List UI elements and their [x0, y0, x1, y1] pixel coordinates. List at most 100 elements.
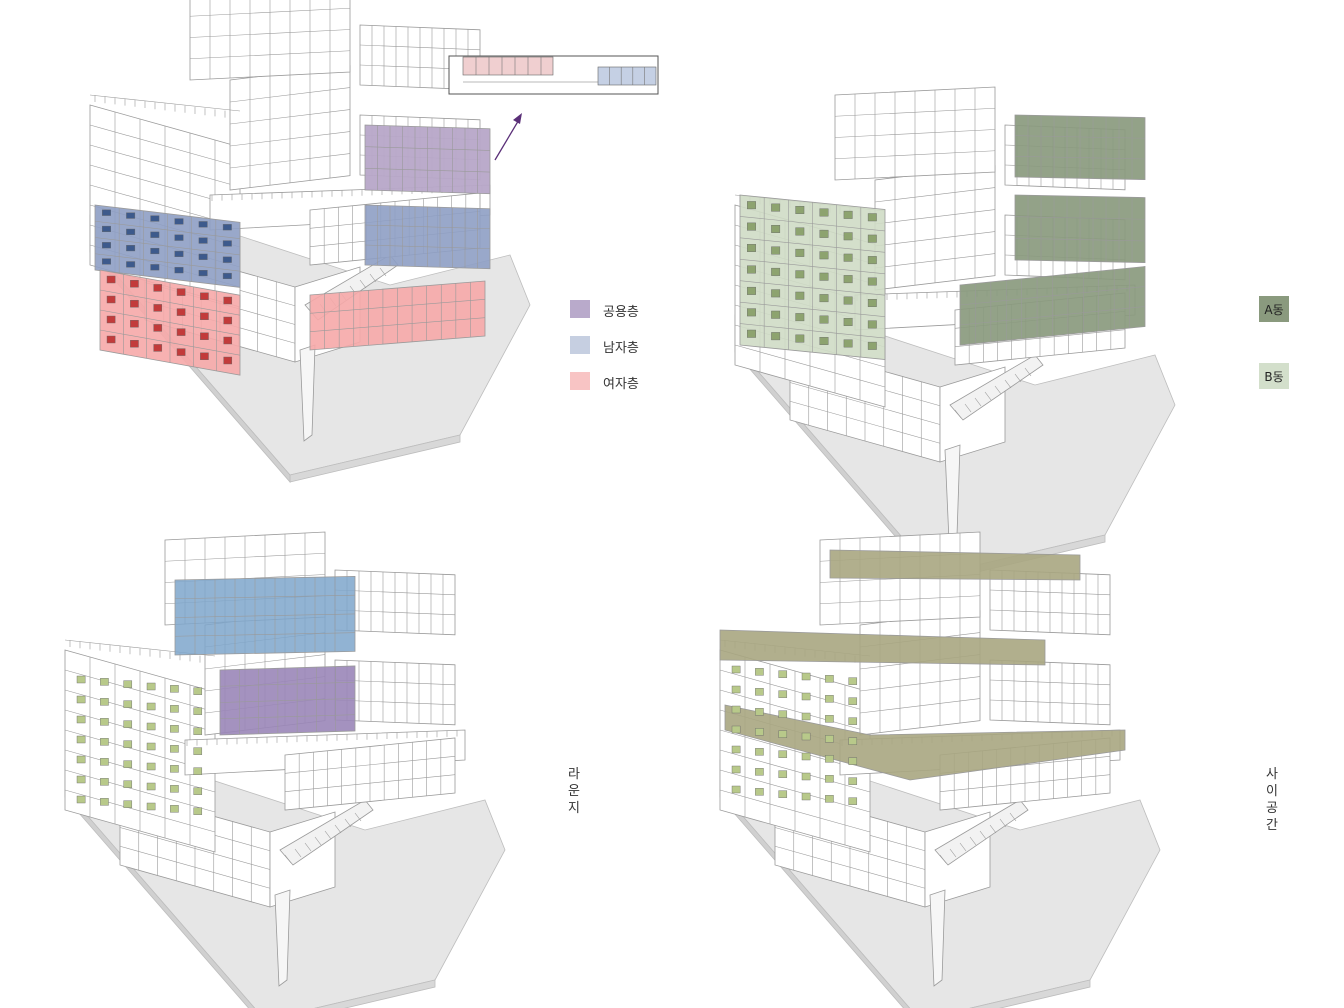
- window-between-left: [778, 730, 788, 738]
- overlay-a-dong-mid-floorline: [1014, 238, 1146, 242]
- window-between-left: [778, 750, 788, 758]
- window-male: [174, 250, 184, 257]
- legend-swatch-female: [570, 372, 590, 390]
- window-between-left: [825, 755, 834, 763]
- window-b-dong: [867, 320, 877, 329]
- window-male: [174, 267, 184, 274]
- window-b-dong: [747, 265, 756, 274]
- window-b-dong: [819, 337, 829, 345]
- label-lounge: 라 운 지: [566, 766, 582, 817]
- window-b-dong: [795, 270, 805, 279]
- center-core-floorline: [229, 131, 351, 147]
- label-between-space: 사 이 공 간: [1264, 766, 1280, 834]
- legend-label-female: 여자층: [603, 377, 639, 392]
- window-lounge-left: [170, 725, 179, 733]
- window-female: [153, 284, 163, 292]
- right-wing-low-floorline: [284, 756, 456, 774]
- window-lounge-left: [76, 735, 86, 744]
- podium-front-floorline: [119, 845, 271, 889]
- ramp-rail: [949, 848, 957, 858]
- overlay-male-left-floorline: [94, 253, 241, 272]
- window-b-dong: [771, 246, 781, 255]
- window-between-left: [731, 765, 741, 774]
- window-b-dong: [867, 277, 877, 286]
- center-core-floorline: [229, 109, 351, 125]
- left-tower-floorline: [64, 789, 216, 833]
- window-b-dong: [867, 256, 877, 265]
- window-female: [223, 296, 233, 305]
- building-p4: [719, 531, 1161, 1008]
- window-male: [174, 218, 184, 225]
- ramp-rail: [979, 830, 987, 840]
- window-b-dong: [795, 313, 805, 322]
- window-male: [126, 212, 136, 219]
- window-between-left: [731, 705, 741, 714]
- window-lounge-left: [100, 678, 109, 686]
- left-tower-floorline: [734, 344, 886, 388]
- window-between-left: [778, 770, 788, 778]
- window-b-dong: [747, 286, 756, 295]
- window-between-left: [801, 752, 811, 761]
- overlay-b-dong-floorline: [739, 323, 886, 339]
- overlay-lounge-lower-floorline: [219, 681, 356, 687]
- tag-a-dong: A동: [1259, 296, 1289, 322]
- window-b-dong: [771, 332, 781, 341]
- window-lounge-left: [146, 702, 156, 711]
- label-between-char: 이: [1266, 784, 1278, 799]
- window-b-dong: [771, 203, 781, 212]
- window-female: [200, 332, 209, 341]
- window-male: [150, 264, 160, 271]
- window-b-dong: [843, 253, 853, 262]
- window-male: [222, 272, 232, 280]
- window-female: [130, 279, 139, 288]
- overlay-between-mid: [719, 629, 1046, 666]
- left-tower-floorline: [64, 769, 216, 813]
- ramp-rail: [954, 409, 962, 419]
- overlay-a-dong-top-floorline: [1014, 135, 1146, 139]
- window-b-dong: [747, 329, 756, 338]
- window-between-left: [825, 695, 834, 703]
- left-tower-floorline: [719, 749, 871, 793]
- window-lounge-left: [123, 700, 133, 708]
- window-between-left: [755, 748, 764, 756]
- window-lounge-left: [123, 720, 133, 728]
- left-tower-floorline: [719, 789, 871, 833]
- overlay-lounge-upper-floorline: [174, 594, 356, 600]
- building-p2: [734, 86, 1176, 584]
- window-male: [102, 225, 111, 233]
- window-lounge-left: [170, 805, 179, 813]
- window-lounge-left: [193, 787, 203, 795]
- window-b-dong: [747, 308, 756, 317]
- left-tower-floorline: [64, 689, 216, 733]
- window-lounge-left: [100, 778, 109, 786]
- window-between-left: [825, 795, 834, 803]
- window-male: [174, 234, 184, 241]
- left-tower-floorline: [64, 749, 216, 793]
- window-lounge-left: [146, 802, 156, 811]
- window-male: [102, 209, 111, 216]
- overlay-between-roof: [829, 549, 1081, 581]
- window-lounge-left: [193, 807, 203, 815]
- window-b-dong: [867, 341, 877, 350]
- ramp-rail: [989, 824, 997, 834]
- window-between-left: [731, 685, 741, 694]
- right-wing-mid-floorline: [989, 699, 1111, 706]
- window-b-dong: [819, 294, 829, 303]
- pointer-arrow: [494, 117, 521, 161]
- window-b-dong: [819, 229, 829, 238]
- ramp-rail: [939, 854, 947, 864]
- pointer-arrow-head: [513, 113, 522, 124]
- overlay-b-dong-floorline: [739, 216, 886, 232]
- center-core-floorline: [229, 153, 351, 169]
- ramp-rail: [1004, 379, 1012, 389]
- window-female: [130, 299, 139, 308]
- ramp-rail: [379, 267, 387, 277]
- window-female: [130, 319, 139, 328]
- overlay-male-right-floorline: [364, 244, 491, 250]
- legend-label-shared: 공용층: [603, 305, 639, 320]
- window-female: [153, 344, 163, 352]
- overlay-shared-floorline: [364, 168, 491, 173]
- top-box-floorline: [189, 50, 351, 60]
- center-core-floorline: [229, 87, 351, 103]
- plan-thumbnail: [448, 55, 659, 95]
